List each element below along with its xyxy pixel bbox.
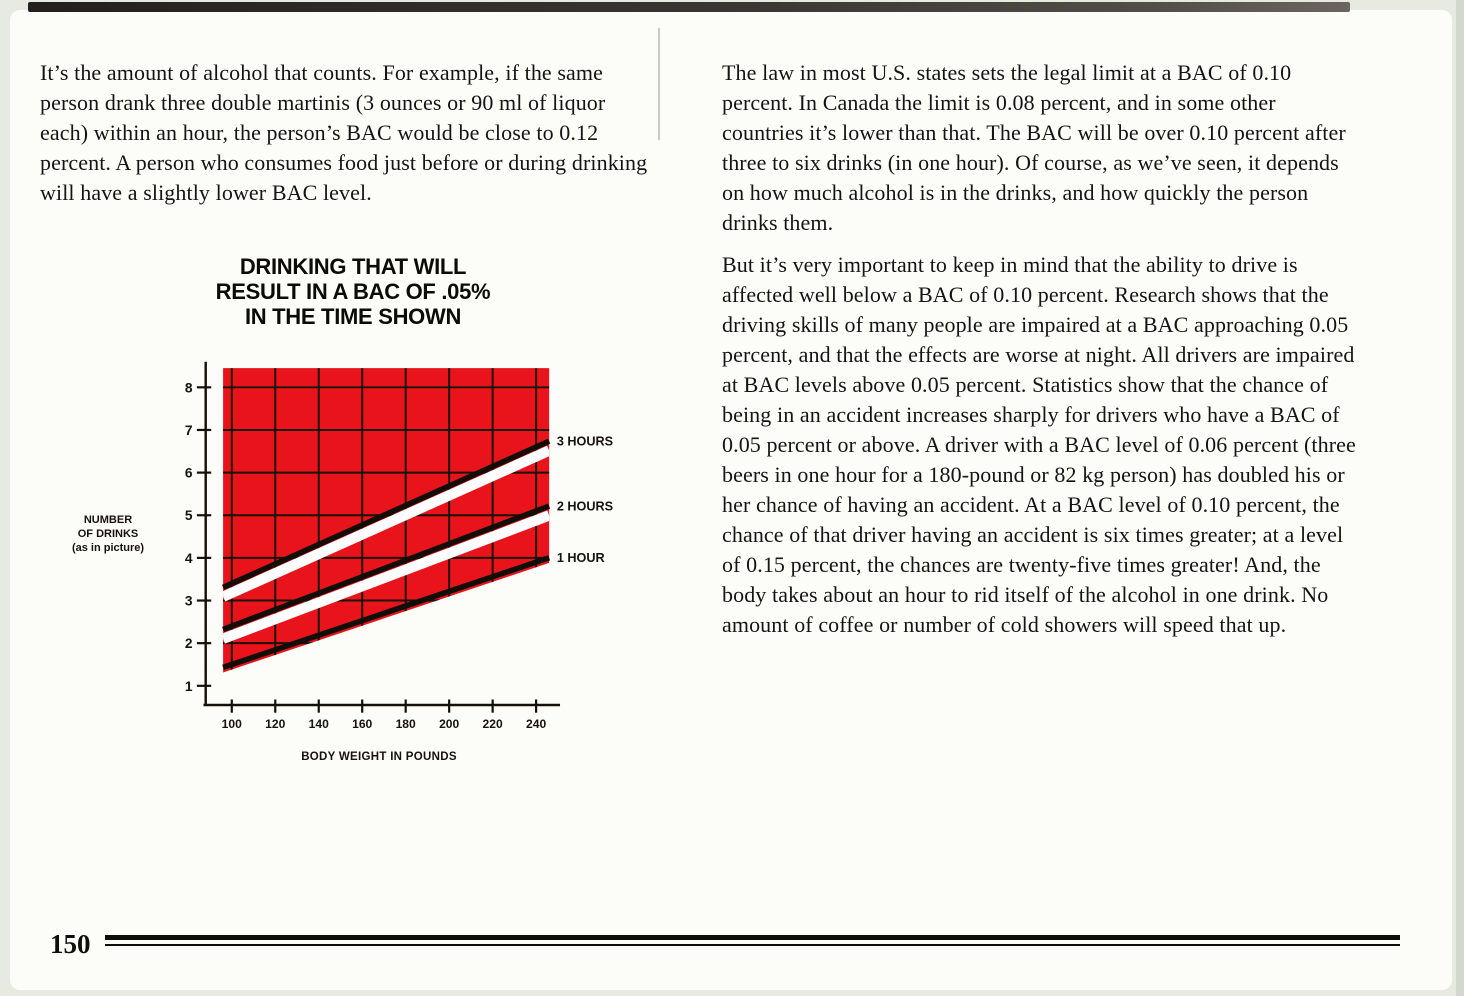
x-axis-label: BODY WEIGHT IN POUNDS <box>301 751 457 763</box>
chart-title-line-2: RESULT IN A BAC OF .05% <box>215 279 491 304</box>
y-tick-label: 8 <box>185 380 193 395</box>
y-tick-label: 6 <box>185 466 193 481</box>
left-paragraph: It’s the amount of alcohol that counts. … <box>40 60 648 205</box>
scan-artifact-gutter-line <box>658 28 660 140</box>
scan-edge-shadow <box>1456 0 1464 996</box>
right-column: The law in most U.S. states sets the leg… <box>722 58 1362 763</box>
footer-rule-thick <box>104 935 1400 940</box>
chart-title-line-1: DRINKING THAT WILL <box>239 254 467 279</box>
y-axis-label-line-2: OF DRINKS <box>77 528 139 540</box>
x-tick-label: 180 <box>396 717 416 731</box>
footer-rules <box>104 935 1400 946</box>
right-paragraph-2: But it’s very important to keep in mind … <box>722 252 1356 637</box>
chart-title: DRINKING THAT WILL RESULT IN A BAC OF .0… <box>48 254 618 329</box>
left-column: It’s the amount of alcohol that counts. … <box>40 58 658 763</box>
bac-chart-figure: DRINKING THAT WILL RESULT IN A BAC OF .0… <box>48 254 618 763</box>
y-tick-label: 5 <box>185 508 193 523</box>
x-tick-label: 220 <box>483 717 503 731</box>
page-number: 150 <box>50 929 91 959</box>
page-footer: 150 <box>50 930 1400 958</box>
y-tick-label: 2 <box>185 636 193 651</box>
x-tick-label: 120 <box>265 717 285 731</box>
y-axis-label-line-1: NUMBER <box>83 514 133 526</box>
y-axis-label-line-3: (as in picture) <box>71 542 145 554</box>
chart-title-line-3: IN THE TIME SHOWN <box>244 304 462 329</box>
series-line <box>221 438 551 590</box>
bac-chart: 3 HOURS 2 HOURS 1 HOUR 1 2 3 4 5 6 7 8 100 120 140 160… <box>185 361 613 731</box>
white-band-gaps <box>223 445 550 644</box>
y-tick-label: 1 <box>185 679 193 694</box>
series-label: 1 HOUR <box>557 551 605 565</box>
two-column-layout: It’s the amount of alcohol that counts. … <box>10 10 1452 763</box>
series-line <box>222 555 551 671</box>
y-tick-label: 4 <box>185 551 193 566</box>
x-tick-label: 140 <box>309 717 329 731</box>
x-tick-label: 200 <box>439 717 459 731</box>
x-tick-label: 100 <box>222 717 242 731</box>
right-paragraph-1: The law in most U.S. states sets the leg… <box>722 60 1346 235</box>
y-tick-label: 3 <box>185 593 193 608</box>
series-line <box>222 503 551 632</box>
x-tick-label: 160 <box>352 717 372 731</box>
x-tick-label: 240 <box>526 717 546 731</box>
scan-artifact-top-bar <box>28 2 1350 12</box>
y-tick-label: 7 <box>185 423 193 438</box>
series-label: 3 HOURS <box>557 435 613 449</box>
page-paper: It’s the amount of alcohol that counts. … <box>10 10 1452 990</box>
series-label: 2 HOURS <box>557 499 613 513</box>
footer-rule-thin <box>104 944 1400 946</box>
chart-body: NUMBER OF DRINKS (as in picture) 3 HOURS… <box>48 353 618 749</box>
y-axis-label: NUMBER OF DRINKS (as in picture) <box>48 513 168 555</box>
